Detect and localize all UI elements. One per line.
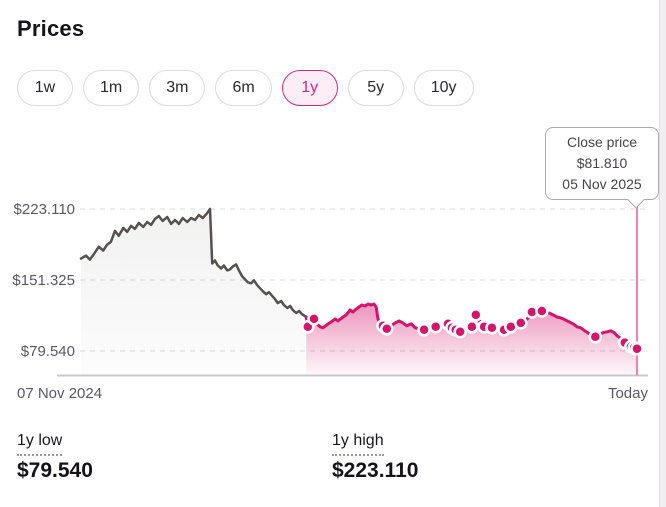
tooltip-date: 05 Nov 2025: [562, 176, 642, 192]
stat-low-value: $79.540: [17, 459, 93, 482]
tooltip-title: Close price: [566, 134, 638, 150]
range-button-10y[interactable]: 10y: [413, 70, 474, 106]
tooltip: Close price $81.810 05 Nov 2025: [545, 127, 659, 208]
range-button-6m[interactable]: 6m: [215, 70, 272, 106]
data-point-marker[interactable]: [514, 316, 528, 330]
data-point-marker[interactable]: [380, 322, 394, 336]
data-point-marker[interactable]: [428, 320, 443, 334]
data-point-marker[interactable]: [465, 320, 479, 334]
y-axis-tick-label: $79.540: [20, 342, 75, 360]
range-button-1w[interactable]: 1w: [17, 70, 73, 106]
data-point-marker[interactable]: [588, 329, 603, 344]
range-button-5y[interactable]: 5y: [347, 70, 404, 106]
data-point-marker[interactable]: [485, 321, 499, 335]
range-button-1m[interactable]: 1m: [83, 70, 140, 106]
data-point-marker[interactable]: [307, 312, 321, 326]
stat-high-label[interactable]: 1y high: [332, 432, 384, 456]
data-point-marker[interactable]: [630, 342, 644, 356]
tooltip-price: $81.810: [576, 155, 628, 171]
range-button-3m[interactable]: 3m: [149, 70, 206, 106]
data-point-marker[interactable]: [469, 308, 483, 322]
stat-high-value: $223.110: [332, 459, 419, 482]
recent-area-fill: [306, 304, 637, 376]
x-axis-start-label: 07 Nov 2024: [17, 385, 103, 402]
stat-low-label[interactable]: 1y low: [17, 432, 63, 456]
y-axis-tick-label: $223.110: [13, 200, 75, 218]
data-point-marker[interactable]: [535, 304, 549, 318]
data-point-marker[interactable]: [453, 325, 467, 339]
data-point-marker[interactable]: [417, 323, 431, 337]
past-area-fill: [81, 209, 307, 376]
past-price-line: [79, 207, 308, 319]
page-title: Prices: [17, 16, 85, 41]
range-selector: 1w 1m 3m 6m 1y 5y 10y: [17, 70, 474, 106]
y-axis-tick-label: $151.325: [12, 271, 75, 289]
x-axis-end-label: Today: [607, 385, 648, 402]
range-button-1y[interactable]: 1y: [281, 70, 338, 106]
scrollbar[interactable]: [659, 0, 666, 507]
